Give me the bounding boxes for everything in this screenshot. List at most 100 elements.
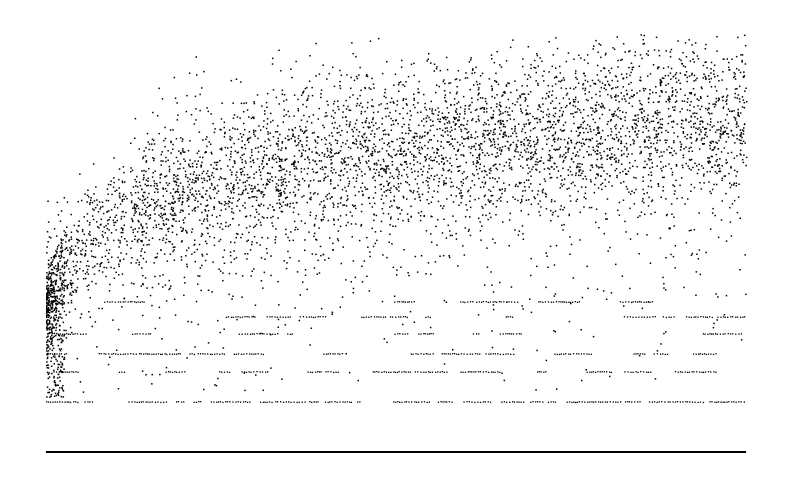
data-point: [176, 181, 178, 184]
data-point: [460, 201, 462, 204]
data-point: [234, 150, 237, 152]
data-point: [432, 160, 434, 162]
data-point: [263, 271, 266, 274]
data-point: [568, 214, 570, 217]
data-point: [344, 157, 346, 159]
data-point: [576, 301, 579, 303]
data-point: [696, 55, 699, 57]
data-point: [339, 134, 342, 136]
data-point: [85, 239, 88, 241]
data-point: [527, 157, 530, 160]
data-point: [277, 137, 279, 140]
data-point: [502, 353, 504, 356]
data-point: [126, 197, 128, 200]
data-point: [365, 139, 367, 141]
data-point: [744, 90, 746, 92]
data-point: [289, 316, 291, 318]
data-point: [374, 150, 376, 153]
data-point: [725, 294, 728, 297]
data-point: [595, 208, 598, 210]
data-point: [227, 316, 230, 318]
data-point: [167, 219, 170, 221]
data-point: [134, 178, 136, 181]
data-point: [710, 72, 712, 74]
data-point: [278, 207, 281, 209]
data-point: [667, 74, 670, 77]
data-point: [64, 401, 66, 403]
data-point: [389, 206, 391, 208]
data-point: [157, 353, 160, 355]
data-point: [599, 95, 601, 97]
data-point: [211, 172, 214, 174]
data-point: [325, 353, 328, 355]
data-point: [554, 83, 557, 85]
data-point: [711, 333, 713, 335]
data-point: [479, 97, 482, 99]
data-point: [326, 100, 328, 103]
data-point: [168, 170, 171, 173]
data-point: [569, 103, 571, 105]
data-point: [685, 146, 687, 148]
data-point: [309, 401, 311, 403]
data-point: [668, 101, 671, 103]
data-point: [578, 174, 580, 177]
data-point: [111, 353, 113, 355]
data-point: [223, 126, 225, 129]
data-point: [193, 401, 195, 403]
data-point: [171, 195, 174, 197]
data-point: [497, 121, 499, 123]
data-point: [675, 77, 677, 80]
data-point: [74, 333, 76, 335]
data-point: [484, 137, 486, 139]
data-point: [483, 134, 485, 136]
data-point: [265, 127, 268, 130]
data-point: [490, 116, 492, 119]
data-point: [469, 206, 472, 209]
data-point: [530, 203, 533, 206]
data-point: [548, 113, 551, 115]
data-point: [140, 353, 142, 355]
data-point: [52, 401, 54, 403]
data-point: [443, 90, 446, 92]
data-point: [616, 36, 618, 38]
data-point: [742, 161, 745, 164]
data-point: [537, 190, 540, 192]
data-point: [577, 163, 579, 165]
data-point: [96, 221, 98, 223]
data-point: [390, 200, 392, 202]
data-point: [403, 150, 406, 152]
data-point: [386, 61, 388, 63]
data-point: [283, 115, 285, 117]
data-point: [86, 268, 89, 271]
data-point: [239, 156, 242, 159]
data-point: [141, 301, 143, 303]
data-point: [300, 155, 302, 158]
data-point: [339, 353, 341, 355]
data-point: [397, 218, 399, 220]
data-point: [443, 205, 445, 207]
data-point: [89, 201, 91, 204]
data-point: [431, 196, 434, 198]
data-point: [463, 155, 465, 157]
data-point: [215, 216, 218, 218]
data-point: [587, 99, 589, 102]
data-point: [469, 104, 471, 106]
data-point: [744, 142, 746, 144]
data-point: [634, 119, 636, 121]
data-point: [336, 140, 339, 142]
data-point: [124, 195, 127, 198]
data-point: [669, 98, 671, 100]
data-point: [179, 152, 182, 154]
data-point: [174, 97, 177, 99]
data-point: [85, 245, 87, 248]
data-point: [197, 353, 199, 355]
data-point: [567, 169, 569, 171]
data-point: [194, 239, 196, 241]
data-point: [385, 195, 388, 197]
data-point: [733, 182, 735, 184]
data-point: [182, 185, 184, 188]
data-point: [108, 290, 111, 292]
data-point: [82, 270, 84, 272]
data-point: [582, 178, 584, 180]
data-point: [710, 192, 712, 195]
